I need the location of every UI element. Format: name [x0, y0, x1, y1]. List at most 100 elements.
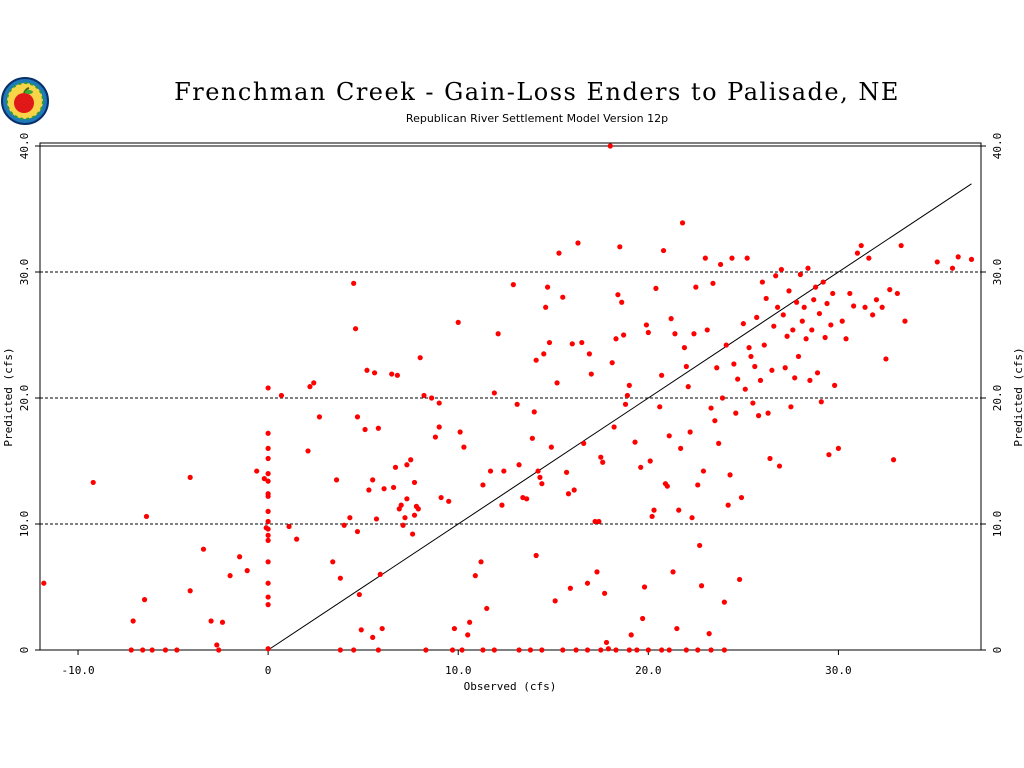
data-point — [643, 322, 650, 328]
data-point — [467, 619, 473, 625]
data-point — [716, 440, 722, 446]
data-point — [438, 494, 444, 501]
data-point — [421, 392, 427, 399]
data-point — [571, 487, 577, 493]
y-axis-ticks-right: 0 10.0 20.0 30.0 40.0 — [981, 133, 1004, 654]
data-point — [337, 647, 343, 653]
data-point — [390, 484, 397, 491]
data-point — [415, 506, 421, 512]
data-point — [820, 279, 826, 285]
data-point — [727, 472, 733, 478]
data-point — [708, 647, 714, 653]
data-point — [244, 568, 250, 574]
data-point — [714, 365, 720, 371]
y-tick-label-right: 30.0 — [991, 259, 1004, 286]
data-point — [801, 304, 807, 310]
data-point — [370, 477, 376, 483]
data-point — [822, 334, 828, 341]
data-point — [554, 380, 560, 386]
data-point — [381, 486, 387, 492]
data-point — [375, 425, 381, 431]
data-point — [638, 464, 644, 470]
data-point — [719, 395, 726, 401]
data-point — [265, 518, 271, 525]
y-tick-label-right: 0 — [991, 647, 1004, 654]
data-point — [529, 435, 535, 441]
data-point — [733, 410, 739, 416]
data-point — [162, 647, 169, 653]
data-point — [480, 482, 486, 488]
data-point — [402, 515, 408, 521]
data-point — [491, 390, 497, 396]
data-point — [902, 318, 908, 324]
data-point — [143, 513, 150, 520]
data-point — [666, 647, 672, 653]
data-point — [429, 395, 435, 401]
data-point — [341, 522, 347, 528]
data-point — [668, 316, 674, 322]
data-point — [657, 404, 663, 410]
data-point — [685, 384, 691, 390]
data-point — [227, 573, 233, 579]
data-point — [265, 526, 271, 532]
data-point — [307, 384, 313, 390]
data-point — [754, 314, 760, 320]
data-point — [451, 625, 458, 632]
data-point — [584, 647, 591, 653]
data-point — [689, 515, 695, 521]
data-point — [750, 400, 756, 406]
data-point — [683, 647, 689, 653]
data-point — [778, 266, 784, 273]
data-point — [371, 370, 378, 376]
data-point — [799, 318, 805, 324]
data-point — [487, 468, 494, 474]
data-point — [651, 507, 657, 513]
y-axis-label-left: Predicted (cfs) — [2, 347, 15, 446]
data-point — [813, 284, 819, 290]
data-point — [379, 625, 385, 632]
y-tick-label-left: 40.0 — [18, 133, 31, 160]
data-point — [411, 479, 418, 486]
data-point — [567, 585, 573, 591]
data-point — [533, 357, 539, 363]
data-point — [843, 336, 849, 342]
data-point — [400, 522, 406, 528]
data-point — [862, 304, 868, 310]
data-point — [592, 518, 598, 525]
data-point — [265, 445, 271, 451]
data-point — [354, 528, 361, 535]
data-point — [347, 515, 353, 521]
data-point — [556, 250, 562, 256]
data-point — [708, 405, 714, 411]
agency-logo — [1, 77, 49, 125]
data-point — [389, 371, 395, 377]
data-point — [560, 647, 566, 653]
gridlines — [40, 145, 981, 525]
data-point — [814, 370, 821, 376]
data-point — [581, 440, 587, 446]
data-point — [351, 647, 357, 653]
data-point — [330, 559, 336, 565]
data-point — [609, 360, 615, 366]
data-point — [611, 424, 617, 430]
data-point — [265, 559, 271, 565]
data-point — [265, 385, 271, 391]
data-point — [404, 462, 410, 468]
data-point — [316, 414, 323, 420]
data-point — [548, 444, 554, 450]
data-point — [539, 647, 545, 653]
data-point — [761, 342, 767, 348]
data-point — [879, 304, 885, 310]
data-point — [769, 367, 775, 373]
data-point — [640, 615, 646, 622]
data-point — [626, 647, 632, 653]
data-point — [491, 647, 497, 653]
data-point — [890, 457, 897, 463]
data-point — [659, 647, 665, 653]
data-point — [531, 409, 537, 415]
data-point — [90, 479, 96, 486]
data-point — [455, 319, 461, 325]
data-point — [790, 327, 796, 333]
y-tick-label-left: 30.0 — [18, 259, 31, 286]
